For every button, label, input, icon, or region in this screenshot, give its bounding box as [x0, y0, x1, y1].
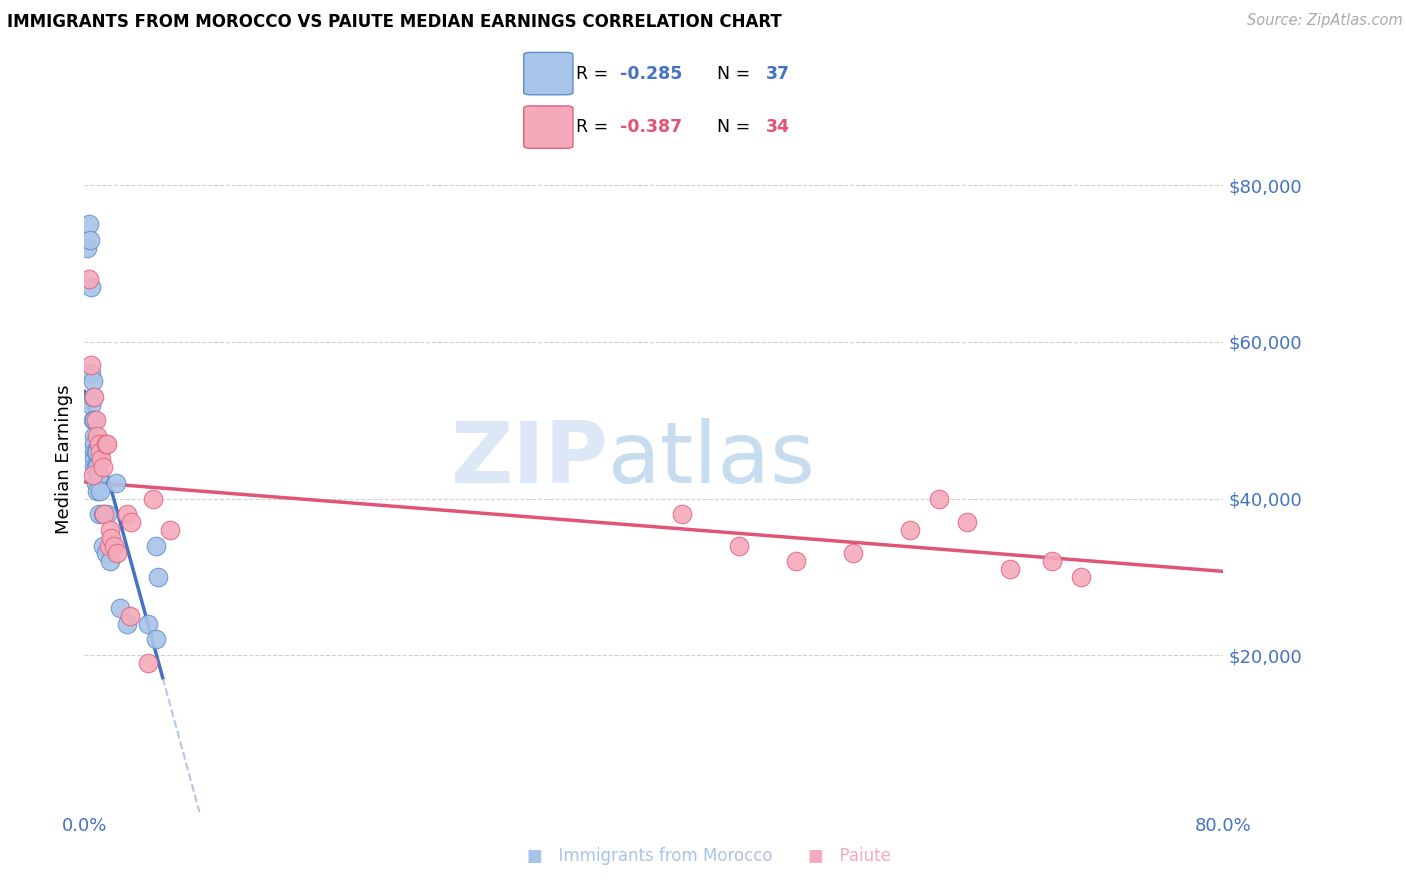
- Point: [84, 475, 107, 490]
- Point: [145, 632, 167, 647]
- Point: [120, 515, 142, 529]
- Point: [84, 460, 107, 475]
- Point: [842, 546, 865, 560]
- Point: [1070, 570, 1092, 584]
- Point: [96, 436, 118, 450]
- Point: [96, 507, 118, 521]
- Text: 37: 37: [766, 64, 790, 83]
- Text: -0.387: -0.387: [620, 118, 682, 136]
- Text: N =: N =: [717, 64, 756, 83]
- Text: R =: R =: [576, 118, 614, 136]
- Point: [100, 531, 122, 545]
- Point: [80, 359, 103, 373]
- Point: [82, 390, 104, 404]
- Point: [91, 539, 114, 553]
- Point: [80, 366, 103, 380]
- Point: [998, 562, 1021, 576]
- FancyBboxPatch shape: [524, 106, 574, 148]
- Point: [87, 436, 110, 450]
- Point: [93, 507, 115, 521]
- Point: [86, 444, 108, 458]
- Text: N =: N =: [717, 118, 756, 136]
- Point: [108, 601, 131, 615]
- Point: [928, 491, 950, 506]
- Text: 34: 34: [766, 118, 790, 136]
- Point: [82, 468, 104, 483]
- Point: [91, 460, 114, 475]
- Point: [94, 436, 117, 450]
- Point: [103, 539, 125, 553]
- Point: [138, 616, 160, 631]
- Point: [118, 609, 141, 624]
- Point: [98, 523, 121, 537]
- Point: [82, 374, 104, 388]
- Point: [89, 483, 111, 498]
- Point: [77, 218, 100, 232]
- Point: [138, 656, 160, 670]
- Point: [145, 539, 167, 553]
- Text: ■   Paiute: ■ Paiute: [808, 847, 891, 865]
- Point: [105, 546, 128, 560]
- Point: [84, 413, 107, 427]
- Point: [90, 452, 112, 467]
- Point: [115, 616, 138, 631]
- Point: [94, 546, 117, 560]
- Point: [142, 491, 165, 506]
- Point: [87, 507, 110, 521]
- Point: [77, 272, 100, 286]
- Point: [115, 507, 138, 521]
- Y-axis label: Median Earnings: Median Earnings: [55, 384, 73, 534]
- Point: [785, 554, 807, 568]
- Point: [898, 523, 921, 537]
- Point: [159, 523, 181, 537]
- Point: [79, 233, 101, 247]
- Text: R =: R =: [576, 64, 614, 83]
- Point: [104, 475, 127, 490]
- Point: [86, 483, 108, 498]
- Point: [82, 413, 104, 427]
- Point: [83, 436, 105, 450]
- Point: [671, 507, 693, 521]
- Point: [97, 539, 120, 553]
- Point: [80, 398, 103, 412]
- Point: [76, 241, 98, 255]
- Point: [728, 539, 751, 553]
- Point: [148, 570, 170, 584]
- Text: ■   Immigrants from Morocco: ■ Immigrants from Morocco: [527, 847, 773, 865]
- Point: [86, 460, 108, 475]
- Point: [98, 554, 121, 568]
- Point: [83, 444, 105, 458]
- Point: [84, 444, 107, 458]
- Text: -0.285: -0.285: [620, 64, 683, 83]
- Point: [83, 390, 105, 404]
- Text: IMMIGRANTS FROM MOROCCO VS PAIUTE MEDIAN EARNINGS CORRELATION CHART: IMMIGRANTS FROM MOROCCO VS PAIUTE MEDIAN…: [7, 13, 782, 31]
- Point: [83, 429, 105, 443]
- Text: ZIP: ZIP: [450, 417, 609, 501]
- Point: [83, 460, 105, 475]
- Point: [83, 452, 105, 467]
- Point: [91, 507, 114, 521]
- Text: atlas: atlas: [609, 417, 817, 501]
- Point: [80, 280, 103, 294]
- FancyBboxPatch shape: [524, 53, 574, 95]
- Point: [956, 515, 979, 529]
- Point: [86, 429, 108, 443]
- Point: [89, 444, 111, 458]
- Text: Source: ZipAtlas.com: Source: ZipAtlas.com: [1247, 13, 1403, 29]
- Point: [86, 468, 108, 483]
- Point: [83, 413, 105, 427]
- Point: [87, 468, 110, 483]
- Point: [1042, 554, 1064, 568]
